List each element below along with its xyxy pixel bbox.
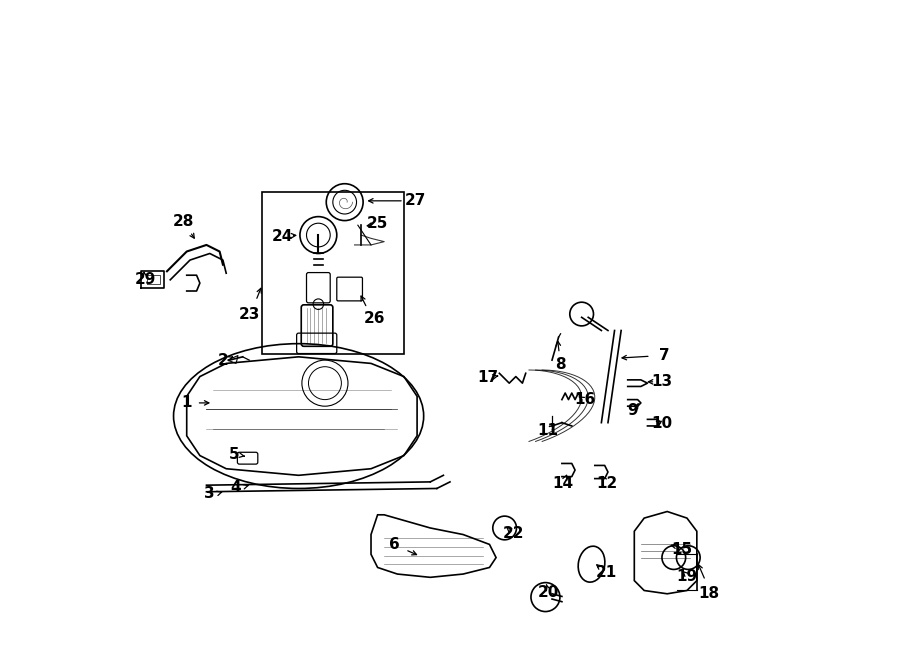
Text: 15: 15: [671, 541, 693, 557]
Text: 23: 23: [238, 307, 260, 321]
Text: 17: 17: [478, 370, 499, 385]
Text: 3: 3: [204, 486, 215, 501]
Text: 19: 19: [677, 569, 698, 584]
Text: 14: 14: [553, 476, 574, 490]
Text: 29: 29: [135, 272, 157, 287]
Text: 7: 7: [659, 348, 670, 363]
Text: 6: 6: [389, 537, 400, 552]
Text: 2: 2: [218, 352, 229, 368]
Text: 26: 26: [364, 311, 385, 326]
Text: 24: 24: [272, 229, 292, 244]
Text: 25: 25: [367, 216, 388, 231]
Text: 10: 10: [652, 416, 672, 432]
Text: 13: 13: [652, 373, 672, 389]
Text: 9: 9: [627, 403, 638, 418]
Text: 5: 5: [229, 447, 239, 462]
Text: 27: 27: [405, 193, 427, 208]
Text: 16: 16: [574, 392, 596, 407]
Text: 20: 20: [538, 585, 560, 600]
Text: 11: 11: [537, 423, 558, 438]
Text: 12: 12: [596, 476, 617, 490]
Text: 28: 28: [173, 214, 194, 229]
Bar: [263, 192, 404, 354]
Text: 22: 22: [503, 525, 525, 541]
Text: 4: 4: [230, 480, 241, 494]
Text: 8: 8: [555, 357, 566, 372]
Text: 21: 21: [596, 565, 617, 580]
Text: 18: 18: [698, 586, 719, 602]
Text: 1: 1: [182, 395, 192, 410]
